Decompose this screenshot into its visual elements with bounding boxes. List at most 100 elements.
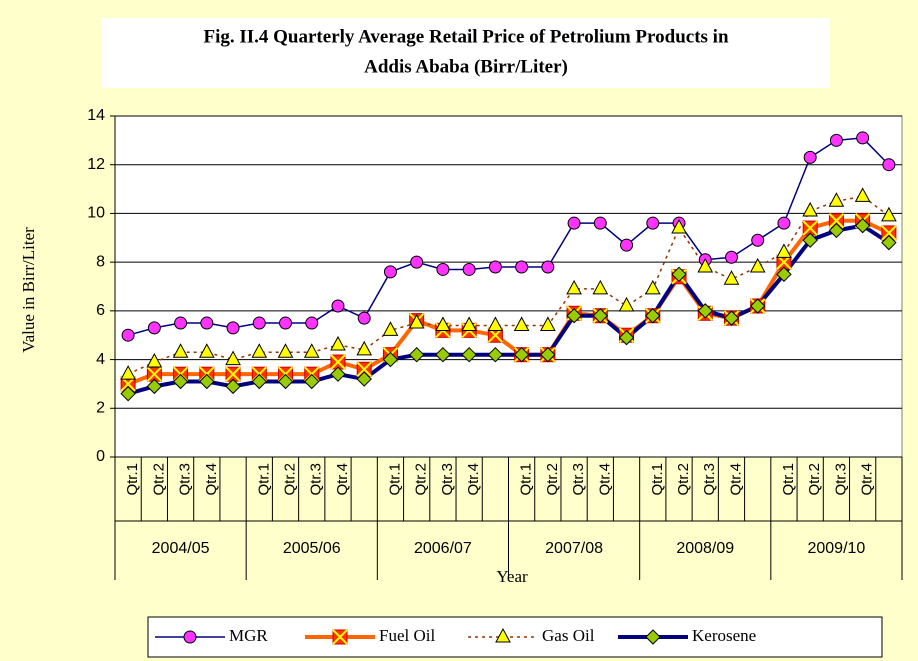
marker bbox=[200, 316, 214, 330]
marker bbox=[620, 238, 634, 252]
x-tick-label: Qtr.4 bbox=[334, 463, 351, 496]
y-tick-label: 0 bbox=[96, 448, 105, 465]
marker bbox=[331, 299, 345, 313]
x-tick-label: Qtr.2 bbox=[806, 463, 823, 496]
marker bbox=[592, 279, 609, 295]
marker-cross bbox=[225, 366, 241, 382]
legend-label: Kerosene bbox=[692, 626, 756, 645]
marker bbox=[277, 343, 294, 358]
marker bbox=[776, 266, 792, 283]
marker bbox=[252, 316, 266, 330]
marker bbox=[225, 366, 241, 382]
marker bbox=[146, 352, 163, 368]
marker bbox=[277, 373, 294, 390]
marker bbox=[645, 629, 661, 645]
marker bbox=[829, 133, 843, 147]
marker bbox=[881, 234, 897, 251]
marker bbox=[828, 192, 845, 207]
x-tick-label: Qtr.3 bbox=[832, 463, 849, 496]
marker bbox=[408, 346, 425, 363]
marker bbox=[697, 257, 714, 273]
x-tick-label: Qtr.1 bbox=[518, 463, 535, 496]
x-tick-label: Qtr.2 bbox=[413, 463, 430, 496]
legend-label: MGR bbox=[229, 626, 268, 645]
marker bbox=[644, 279, 661, 295]
x-axis-title: Year bbox=[496, 567, 528, 586]
chart-title: Addis Ababa (Birr/Liter) bbox=[364, 56, 568, 77]
group-label: 2009/10 bbox=[807, 540, 865, 557]
marker bbox=[618, 296, 635, 312]
marker bbox=[408, 313, 425, 329]
marker bbox=[198, 343, 215, 358]
marker bbox=[618, 329, 635, 346]
x-tick-label: Qtr.1 bbox=[780, 463, 797, 496]
marker-cross bbox=[330, 354, 346, 370]
marker bbox=[723, 310, 740, 326]
marker bbox=[462, 262, 476, 276]
marker-cross bbox=[146, 366, 163, 382]
y-tick-label: 8 bbox=[96, 253, 105, 270]
marker bbox=[120, 385, 136, 402]
marker bbox=[488, 260, 502, 274]
chart-title: Fig. II.4 Quarterly Average Retail Price… bbox=[203, 26, 728, 47]
marker bbox=[882, 158, 896, 172]
marker bbox=[540, 346, 556, 363]
marker bbox=[802, 201, 819, 217]
marker bbox=[646, 216, 660, 230]
marker bbox=[567, 216, 581, 230]
marker bbox=[881, 206, 897, 222]
marker bbox=[723, 270, 740, 285]
x-tick-label: Qtr.1 bbox=[386, 463, 403, 496]
marker bbox=[305, 316, 319, 330]
marker bbox=[566, 279, 582, 295]
x-tick-label: Qtr.4 bbox=[465, 463, 482, 496]
marker bbox=[199, 373, 215, 390]
group-label: 2007/08 bbox=[545, 540, 603, 557]
marker bbox=[776, 243, 792, 258]
x-tick-label: Qtr.3 bbox=[177, 463, 194, 496]
marker bbox=[540, 316, 556, 331]
marker-cross bbox=[332, 629, 348, 645]
marker bbox=[356, 371, 372, 387]
marker bbox=[854, 187, 871, 202]
marker bbox=[120, 365, 136, 380]
x-tick-label: Qtr.4 bbox=[859, 463, 876, 496]
marker bbox=[435, 346, 451, 363]
marker bbox=[356, 340, 373, 356]
y-tick-label: 10 bbox=[87, 205, 105, 222]
marker bbox=[410, 255, 424, 269]
marker bbox=[147, 321, 161, 335]
group-label: 2006/07 bbox=[414, 540, 472, 557]
marker bbox=[226, 321, 240, 335]
legend-box bbox=[147, 616, 883, 658]
marker bbox=[225, 378, 241, 395]
marker bbox=[382, 321, 399, 336]
marker bbox=[777, 216, 791, 230]
x-tick-label: Qtr.4 bbox=[203, 463, 220, 496]
marker bbox=[541, 260, 555, 274]
x-tick-label: Qtr.2 bbox=[544, 463, 561, 496]
legend-label: Fuel Oil bbox=[379, 626, 435, 645]
marker bbox=[828, 213, 845, 229]
marker bbox=[802, 220, 818, 236]
marker bbox=[566, 308, 582, 324]
marker bbox=[251, 343, 268, 358]
y-tick-label: 4 bbox=[96, 351, 105, 368]
marker bbox=[828, 222, 845, 239]
y-axis-title: Value in Birr/Liter bbox=[19, 227, 38, 353]
marker bbox=[513, 316, 530, 331]
y-tick-label: 14 bbox=[87, 107, 105, 124]
x-tick-label: Qtr.4 bbox=[596, 463, 613, 496]
plot-area bbox=[114, 115, 903, 458]
x-tick-label: Qtr.2 bbox=[150, 463, 167, 496]
marker bbox=[645, 308, 661, 324]
marker bbox=[856, 131, 870, 145]
marker bbox=[671, 218, 687, 234]
marker bbox=[461, 346, 477, 363]
marker bbox=[513, 346, 530, 363]
marker bbox=[751, 233, 765, 247]
marker bbox=[172, 373, 189, 390]
marker bbox=[121, 328, 135, 342]
marker bbox=[697, 303, 713, 319]
x-tick-label: Qtr.2 bbox=[281, 463, 298, 496]
